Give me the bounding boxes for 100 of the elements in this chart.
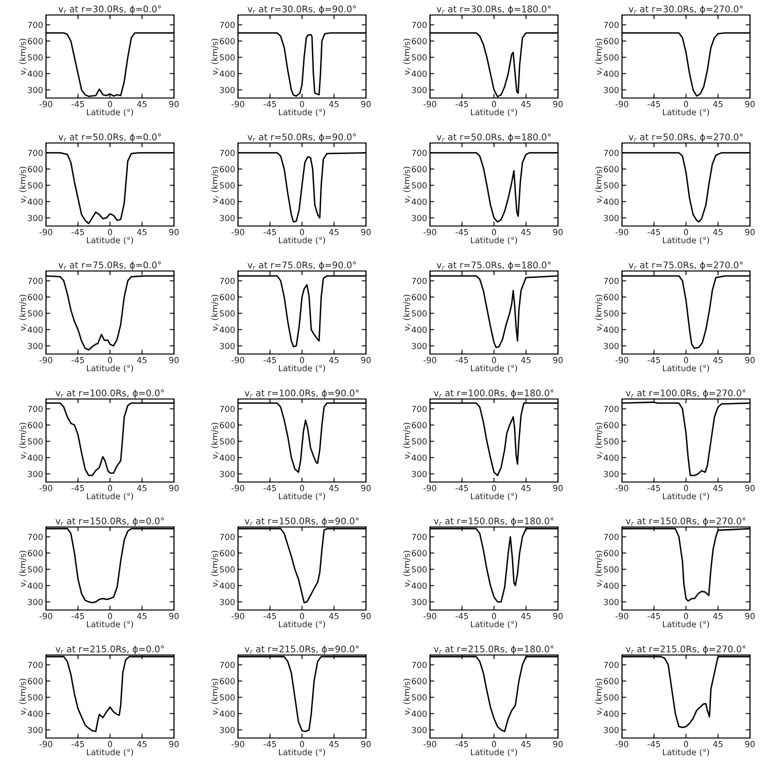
x-tick-label: 0 bbox=[108, 612, 112, 620]
y-axis-title: v$_{r}$ (km/s) bbox=[19, 678, 27, 715]
x-tick-label: 90 bbox=[745, 612, 755, 620]
chart-title: v$_{r}$ at r=150.0Rs, ϕ=270.0° bbox=[626, 517, 746, 526]
x-tick-label: 45 bbox=[521, 229, 531, 236]
y-tick-label: 400 bbox=[28, 198, 43, 205]
x-axis-title: Latitude (°) bbox=[87, 236, 134, 244]
y-tick-label: 500 bbox=[220, 310, 235, 317]
y-tick-label: 500 bbox=[28, 54, 43, 61]
x-tick-label: -90 bbox=[232, 356, 244, 364]
y-tick-label: 700 bbox=[604, 406, 619, 412]
y-tick-label: 500 bbox=[412, 566, 427, 573]
y-tick-label: 700 bbox=[28, 150, 43, 156]
y-tick-label: 700 bbox=[604, 662, 619, 668]
x-tick-label: -45 bbox=[264, 613, 276, 620]
y-tick-label: 700 bbox=[220, 534, 235, 540]
x-tick-label: -45 bbox=[264, 485, 276, 492]
y-tick-label: 600 bbox=[28, 422, 43, 428]
x-tick-label: 90 bbox=[553, 228, 563, 236]
y-axis-title: v$_{r}$ (km/s) bbox=[403, 294, 411, 331]
y-tick-label: 400 bbox=[412, 454, 427, 461]
x-tick-label: 45 bbox=[137, 613, 147, 620]
x-tick-label: 45 bbox=[713, 741, 723, 748]
y-axis-title: v$_{r}$ (km/s) bbox=[19, 422, 27, 459]
x-tick-label: 45 bbox=[137, 357, 147, 364]
chart-title: v$_{r}$ at r=100.0Rs, ϕ=180.0° bbox=[434, 389, 554, 398]
x-axis-title: Latitude (°) bbox=[87, 364, 134, 372]
y-tick-label: 700 bbox=[28, 662, 43, 668]
y-tick-label: 700 bbox=[412, 534, 427, 540]
y-tick-label: 300 bbox=[28, 726, 43, 734]
x-tick-label: 90 bbox=[361, 228, 371, 236]
y-tick-label: 300 bbox=[412, 598, 427, 606]
x-tick-label: 90 bbox=[361, 484, 371, 492]
y-tick-label: 300 bbox=[604, 598, 619, 606]
x-tick-label: 90 bbox=[745, 356, 755, 364]
y-tick-label: 500 bbox=[412, 182, 427, 189]
x-axis-title: Latitude (°) bbox=[87, 748, 134, 756]
y-tick-label: 300 bbox=[28, 598, 43, 606]
y-tick-label: 600 bbox=[412, 38, 427, 44]
x-tick-label: 0 bbox=[108, 740, 112, 748]
x-tick-label: 45 bbox=[713, 357, 723, 364]
x-tick-label: -45 bbox=[264, 357, 276, 364]
y-tick-label: 600 bbox=[604, 294, 619, 300]
x-tick-label: -45 bbox=[456, 741, 468, 748]
y-axis-title: v$_{r}$ (km/s) bbox=[211, 294, 219, 331]
y-axis-title: v$_{r}$ (km/s) bbox=[19, 550, 27, 587]
y-tick-label: 700 bbox=[412, 278, 427, 284]
chart-title: v$_{r}$ at r=50.0Rs, ϕ=0.0° bbox=[58, 133, 161, 142]
x-tick-label: -90 bbox=[424, 356, 436, 364]
x-tick-label: 0 bbox=[492, 740, 496, 748]
x-tick-label: 45 bbox=[521, 485, 531, 492]
x-tick-label: 45 bbox=[329, 357, 339, 364]
y-axis-title: v$_{r}$ (km/s) bbox=[211, 38, 219, 75]
y-axis-title: v$_{r}$ (km/s) bbox=[403, 550, 411, 587]
x-tick-label: 0 bbox=[300, 100, 304, 108]
chart-title: v$_{r}$ at r=30.0Rs, ϕ=0.0° bbox=[58, 5, 161, 14]
chart-title: v$_{r}$ at r=30.0Rs, ϕ=180.0° bbox=[436, 5, 551, 14]
x-tick-label: 90 bbox=[745, 228, 755, 236]
chart-title: v$_{r}$ at r=75.0Rs, ϕ=0.0° bbox=[58, 261, 161, 270]
x-tick-label: 0 bbox=[684, 356, 688, 364]
y-tick-label: 400 bbox=[604, 454, 619, 461]
y-tick-label: 700 bbox=[220, 150, 235, 156]
y-tick-label: 600 bbox=[220, 166, 235, 172]
y-tick-label: 700 bbox=[220, 22, 235, 28]
x-tick-label: 45 bbox=[329, 741, 339, 748]
y-tick-label: 300 bbox=[604, 342, 619, 350]
x-tick-label: 45 bbox=[137, 741, 147, 748]
x-tick-label: 90 bbox=[169, 484, 179, 492]
line-series bbox=[46, 275, 174, 351]
y-tick-label: 600 bbox=[28, 38, 43, 44]
x-axis-title: Latitude (°) bbox=[279, 748, 326, 756]
y-tick-label: 700 bbox=[604, 278, 619, 284]
x-tick-label: 90 bbox=[361, 740, 371, 748]
y-tick-label: 400 bbox=[604, 198, 619, 205]
x-tick-label: -45 bbox=[648, 485, 660, 492]
y-tick-label: 400 bbox=[604, 326, 619, 333]
x-tick-label: -45 bbox=[264, 101, 276, 108]
y-tick-label: 500 bbox=[604, 182, 619, 189]
x-tick-label: 45 bbox=[137, 485, 147, 492]
chart-title: v$_{r}$ at r=50.0Rs, ϕ=90.0° bbox=[248, 133, 356, 142]
chart-title: v$_{r}$ at r=30.0Rs, ϕ=270.0° bbox=[628, 5, 743, 14]
y-tick-label: 300 bbox=[412, 342, 427, 350]
x-tick-label: 0 bbox=[300, 356, 304, 364]
x-tick-label: 0 bbox=[300, 228, 304, 236]
x-tick-label: -90 bbox=[232, 484, 244, 492]
chart-title: v$_{r}$ at r=215.0Rs, ϕ=270.0° bbox=[626, 645, 746, 654]
x-tick-label: -90 bbox=[232, 612, 244, 620]
x-tick-label: 0 bbox=[492, 612, 496, 620]
x-tick-label: 0 bbox=[492, 100, 496, 108]
y-tick-label: 600 bbox=[28, 678, 43, 684]
x-tick-label: -45 bbox=[456, 485, 468, 492]
x-tick-label: -45 bbox=[648, 357, 660, 364]
chart-title: v$_{r}$ at r=75.0Rs, ϕ=90.0° bbox=[248, 261, 356, 270]
y-tick-label: 300 bbox=[412, 214, 427, 222]
x-tick-label: 0 bbox=[492, 356, 496, 364]
x-tick-label: 0 bbox=[684, 100, 688, 108]
chart-title: v$_{r}$ at r=75.0Rs, ϕ=180.0° bbox=[436, 261, 551, 270]
x-axis-title: Latitude (°) bbox=[87, 620, 134, 628]
y-axis-title: v$_{r}$ (km/s) bbox=[19, 166, 27, 203]
y-tick-label: 300 bbox=[220, 726, 235, 734]
